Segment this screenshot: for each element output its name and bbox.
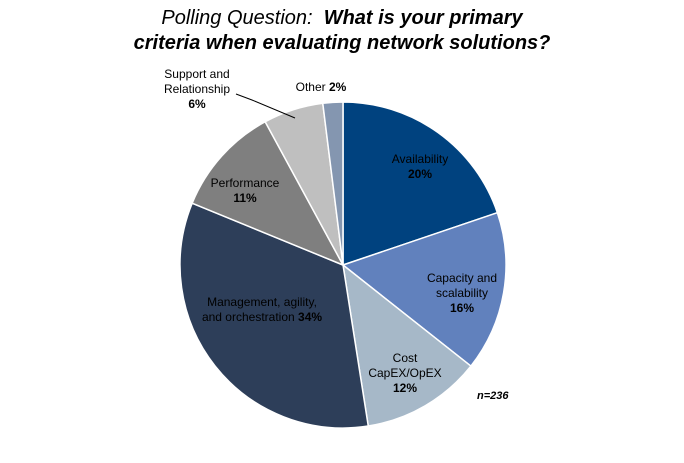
chart-title: Polling Question: What is your primary c…: [0, 6, 684, 56]
title-line-2: criteria when evaluating network solutio…: [133, 32, 551, 54]
pie-slice: [321, 101, 344, 266]
slice-label: Management, agility, and orchestration 34…: [202, 295, 322, 324]
pie-slice: [341, 211, 507, 368]
slice-label: Other 2%: [296, 80, 347, 94]
slice-label: Performance 11%: [211, 176, 280, 205]
pie-slice: [341, 263, 472, 427]
pie-slice: [191, 120, 345, 267]
label-leader-line: [235, 93, 296, 119]
pie-slice: [179, 202, 370, 429]
title-line-1: What is your primary: [323, 7, 523, 29]
slice-label: Cost CapEX/OpEX 12%: [368, 351, 441, 395]
slice-label: Capacity and scalability 16%: [427, 271, 497, 315]
title-prefix: Polling Question:: [161, 7, 313, 29]
sample-size-note: n=236: [477, 390, 509, 402]
slice-label: Availability 20%: [392, 152, 448, 181]
slice-label: Support and Relationship 6%: [164, 67, 230, 111]
pie-slice: [342, 101, 499, 267]
